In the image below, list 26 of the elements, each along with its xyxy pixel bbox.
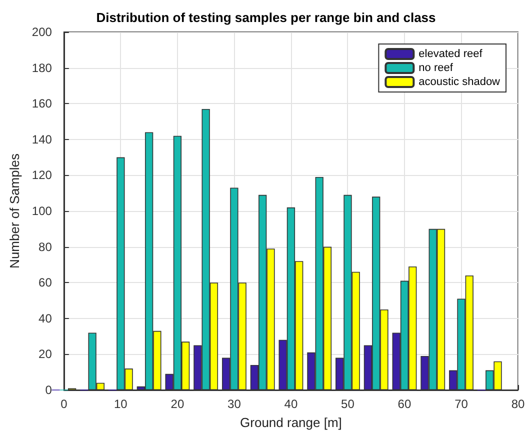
- y-tick-label: 140: [32, 132, 52, 146]
- x-tick-label: 70: [454, 397, 468, 411]
- y-axis-title: Number of Samples: [7, 153, 22, 268]
- y-tick-label: 160: [32, 96, 52, 111]
- y-tick-label: 20: [38, 347, 52, 362]
- x-tick-label: 20: [170, 397, 184, 411]
- x-tick-label: 30: [228, 397, 242, 411]
- x-tick-label: 60: [398, 397, 412, 411]
- x-tick-label: 80: [511, 397, 525, 411]
- chart-title: Distribution of testing samples per range bin and class: [96, 10, 436, 25]
- legend-label: acoustic shadow: [418, 76, 500, 88]
- x-tick-label: 10: [114, 397, 128, 411]
- y-tick-label: 0: [45, 383, 52, 397]
- y-tick-label: 120: [32, 168, 52, 182]
- x-tick-label: 50: [341, 397, 355, 411]
- y-tick-label: 200: [32, 25, 52, 39]
- legend-label: no reef: [418, 62, 454, 74]
- y-tick-label: 60: [38, 276, 52, 290]
- x-tick-label: 0: [60, 397, 68, 411]
- legend-label: elevated reef: [418, 48, 484, 60]
- y-tick-label: 40: [38, 311, 52, 326]
- x-tick-label: 40: [284, 397, 298, 411]
- y-tick-label: 180: [32, 60, 52, 75]
- x-axis-title: Ground range [m]: [240, 415, 342, 430]
- y-tick-label: 80: [38, 240, 52, 254]
- y-tick-label: 100: [32, 204, 52, 218]
